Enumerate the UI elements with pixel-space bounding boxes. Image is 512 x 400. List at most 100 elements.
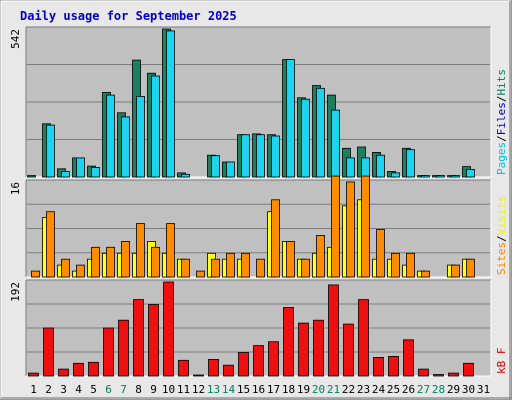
x-tick-label: 8 — [135, 383, 142, 396]
legend-entry: kB F — [495, 348, 508, 375]
bar-kbytes-day-24 — [373, 356, 384, 377]
bar-kbytes-day-19 — [298, 322, 309, 377]
bar-files-day-13 — [211, 155, 220, 178]
y-max-label: 16 — [9, 182, 22, 195]
bar-kbytes-day-10 — [163, 281, 174, 377]
bar-kbytes-day-30 — [463, 362, 474, 377]
x-tick-label: 19 — [297, 383, 310, 396]
bar-kbytes-day-15 — [238, 352, 249, 377]
panel-hits-files-pages: 542 Pages/Files/Hits — [9, 26, 508, 178]
panel-kbytes: 192 kB F — [9, 279, 508, 377]
x-tick-label: 17 — [267, 383, 280, 396]
x-tick-label: 15 — [237, 383, 250, 396]
bar-files-day-24 — [376, 154, 385, 178]
bar-kbytes-day-14 — [223, 364, 234, 377]
x-tick-label: 16 — [252, 383, 265, 396]
bar-sites-day-10 — [166, 223, 175, 278]
bar-kbytes-day-17 — [268, 341, 279, 377]
bar-sites-day-19 — [301, 258, 310, 278]
legend-entry: Sites — [495, 242, 508, 275]
bar-files-day-14 — [226, 161, 235, 178]
bar-files-day-23 — [361, 157, 370, 178]
x-tick-label: 7 — [120, 383, 127, 396]
bar-kbytes-day-29 — [448, 372, 459, 377]
bar-sites-day-29 — [451, 264, 460, 278]
legend-entry: Pages — [495, 142, 508, 175]
bar-kbytes-day-23 — [358, 299, 369, 377]
panel-legend: Sites/Visits — [495, 196, 508, 276]
bar-files-day-9 — [151, 75, 160, 178]
bar-sites-day-22 — [346, 181, 355, 278]
bar-kbytes-day-9 — [148, 304, 159, 377]
bar-sites-day-14 — [226, 252, 235, 278]
bar-sites-day-1 — [31, 270, 40, 278]
x-tick-label: 13 — [207, 383, 220, 396]
bar-kbytes-day-5 — [88, 361, 99, 377]
bar-kbytes-day-3 — [58, 368, 69, 377]
x-tick-label: 18 — [282, 383, 295, 396]
bar-files-day-18 — [286, 59, 295, 178]
x-tick-label: 11 — [177, 383, 190, 396]
bar-sites-day-16 — [256, 258, 265, 278]
bar-sites-day-8 — [136, 223, 145, 278]
bar-sites-day-9 — [151, 246, 160, 278]
chart-title: Daily usage for September 2025 — [20, 9, 237, 23]
x-tick-label: 23 — [357, 383, 370, 396]
bar-files-day-25 — [391, 172, 400, 178]
x-tick-label: 27 — [417, 383, 430, 396]
bar-sites-day-30 — [466, 258, 475, 278]
bar-sites-day-21 — [331, 175, 340, 278]
x-tick-label: 30 — [462, 383, 475, 396]
bar-kbytes-day-6 — [103, 327, 114, 377]
legend-entry: / — [495, 235, 508, 242]
x-tick-label: 5 — [90, 383, 97, 396]
x-axis-day-labels: 1 2 3 4 5 6 7 8 9 10 11 12 13 14 15 16 17 18 19 20 21 22 23 24 2… — [30, 383, 490, 396]
bar-files-day-15 — [241, 134, 250, 178]
bar-sites-day-7 — [121, 240, 130, 278]
bar-files-day-26 — [406, 149, 415, 178]
bar-files-day-17 — [271, 135, 280, 178]
legend-entry: / — [495, 135, 508, 142]
bar-kbytes-day-4 — [73, 362, 84, 377]
x-tick-label: 22 — [342, 383, 355, 396]
bar-kbytes-day-22 — [343, 323, 354, 377]
bar-kbytes-day-2 — [43, 327, 54, 377]
bar-sites-day-15 — [241, 252, 250, 278]
bar-kbytes-day-1 — [28, 372, 39, 377]
y-max-label: 542 — [9, 29, 22, 49]
bar-sites-day-24 — [376, 229, 385, 278]
bar-sites-day-18 — [286, 240, 295, 278]
legend-entry: Files — [495, 102, 508, 135]
bar-hits-day-1 — [27, 175, 36, 178]
bar-sites-day-11 — [181, 258, 190, 278]
bar-kbytes-day-21 — [328, 284, 339, 377]
x-tick-label: 20 — [312, 383, 325, 396]
bar-files-day-22 — [346, 157, 355, 178]
bar-sites-day-3 — [61, 258, 70, 278]
legend-entry: / — [495, 96, 508, 103]
bar-sites-day-12 — [196, 270, 205, 278]
bar-kbytes-day-7 — [118, 319, 129, 377]
bar-files-day-7 — [121, 116, 130, 178]
x-tick-label: 2 — [45, 383, 52, 396]
panel-legend: Pages/Files/Hits — [495, 69, 508, 175]
bar-files-day-2 — [46, 124, 55, 178]
bar-sites-day-27 — [421, 270, 430, 278]
bar-kbytes-day-18 — [283, 307, 294, 377]
panel-legend: kB F — [495, 348, 508, 375]
bar-files-day-4 — [76, 157, 85, 178]
bar-sites-day-17 — [271, 199, 280, 278]
x-tick-label: 3 — [60, 383, 67, 396]
x-tick-label: 21 — [327, 383, 340, 396]
x-tick-label: 14 — [222, 383, 236, 396]
bar-kbytes-day-27 — [418, 368, 429, 377]
bar-files-day-6 — [106, 94, 115, 178]
bar-kbytes-day-20 — [313, 319, 324, 377]
panel-visits-sites: 16 Sites/Visits — [9, 175, 508, 278]
x-tick-label: 24 — [372, 383, 386, 396]
bar-sites-day-5 — [91, 246, 100, 278]
x-tick-label: 6 — [105, 383, 112, 396]
bar-kbytes-day-16 — [253, 345, 264, 377]
series-files — [46, 30, 475, 178]
